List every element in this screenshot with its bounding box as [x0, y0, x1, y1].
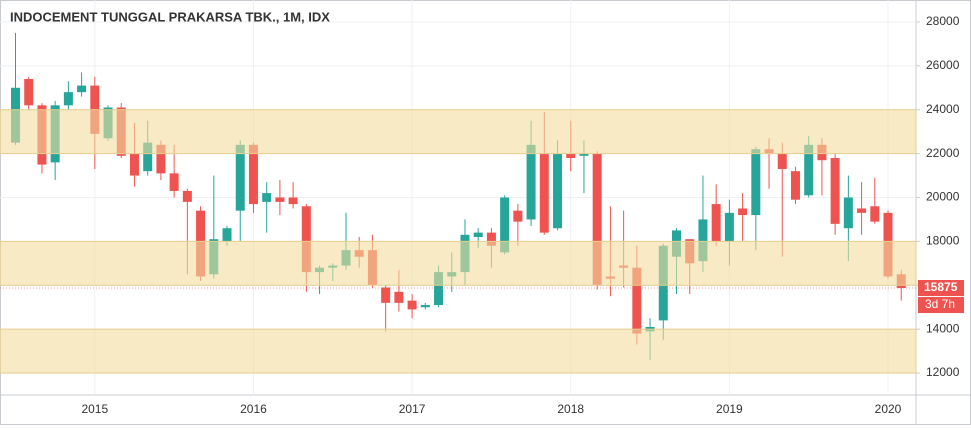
y-tick-label: 20000	[926, 190, 960, 204]
zone	[0, 109, 917, 155]
zone	[0, 240, 917, 286]
candle-body	[698, 219, 708, 262]
candle-body	[63, 92, 73, 106]
candle-body	[169, 173, 179, 191]
candle-body	[566, 153, 576, 158]
candle-body	[843, 197, 853, 229]
candle-body	[738, 208, 748, 216]
candle-body	[592, 153, 602, 286]
y-tick-label: 22000	[926, 146, 960, 160]
last-price-label: 15875	[924, 280, 958, 294]
candle-body	[143, 142, 153, 172]
candle-body	[381, 287, 391, 303]
candle-body	[857, 208, 867, 213]
candle-body	[434, 272, 444, 306]
x-tick-label: 2019	[716, 402, 743, 416]
candle-body	[407, 300, 417, 310]
candle-body	[473, 232, 483, 237]
y-tick-label: 28000	[926, 14, 960, 28]
candle-body	[870, 206, 880, 222]
last-price-box	[918, 280, 964, 297]
candle-body	[790, 171, 800, 200]
candle-body	[275, 197, 285, 202]
candle-body	[301, 206, 311, 273]
x-tick-label: 2020	[875, 402, 902, 416]
countdown-box	[918, 297, 964, 314]
candle-body	[156, 144, 166, 174]
y-tick-label: 12000	[926, 365, 960, 379]
candle-body	[486, 232, 496, 246]
candle-body	[711, 204, 721, 242]
candle-body	[513, 210, 523, 222]
y-tick-label: 18000	[926, 234, 960, 248]
candle-body	[500, 197, 510, 253]
zone	[0, 328, 917, 374]
candle-body	[262, 193, 272, 202]
candle-body	[539, 153, 549, 233]
y-tick-label: 14000	[926, 321, 960, 335]
candle-body	[526, 144, 536, 220]
candle-body	[235, 144, 245, 211]
candles	[11, 32, 906, 360]
candle-body	[129, 153, 139, 176]
candle-body	[553, 153, 563, 229]
zones	[0, 109, 917, 374]
candle-body	[24, 79, 34, 106]
candle-body	[777, 153, 787, 169]
candle-body	[632, 267, 642, 334]
labels: 1200014000160001800020000220002400026000…	[0, 14, 964, 416]
candle-body	[182, 190, 192, 202]
candle-body	[77, 85, 87, 93]
candle-body	[804, 144, 814, 196]
y-tick-label: 26000	[926, 58, 960, 72]
candle-body	[579, 153, 589, 156]
chart-title: INDOCEMENT TUNGGAL PRAKARSA TBK., 1M, ID…	[10, 9, 330, 24]
candle-body	[394, 291, 404, 303]
candle-body	[222, 228, 232, 242]
candle-body	[724, 212, 734, 242]
x-tick-label: 2018	[557, 402, 584, 416]
candle-body	[248, 144, 258, 205]
x-tick-label: 2016	[240, 402, 267, 416]
candle-body	[751, 149, 761, 216]
candle-body	[420, 305, 430, 308]
countdown-label: 3d 7h	[925, 297, 955, 311]
x-tick-label: 2017	[399, 402, 426, 416]
x-tick-label: 2015	[81, 402, 108, 416]
candle-body	[830, 158, 840, 224]
y-tick-label: 24000	[926, 102, 960, 116]
candle-body	[288, 197, 298, 205]
